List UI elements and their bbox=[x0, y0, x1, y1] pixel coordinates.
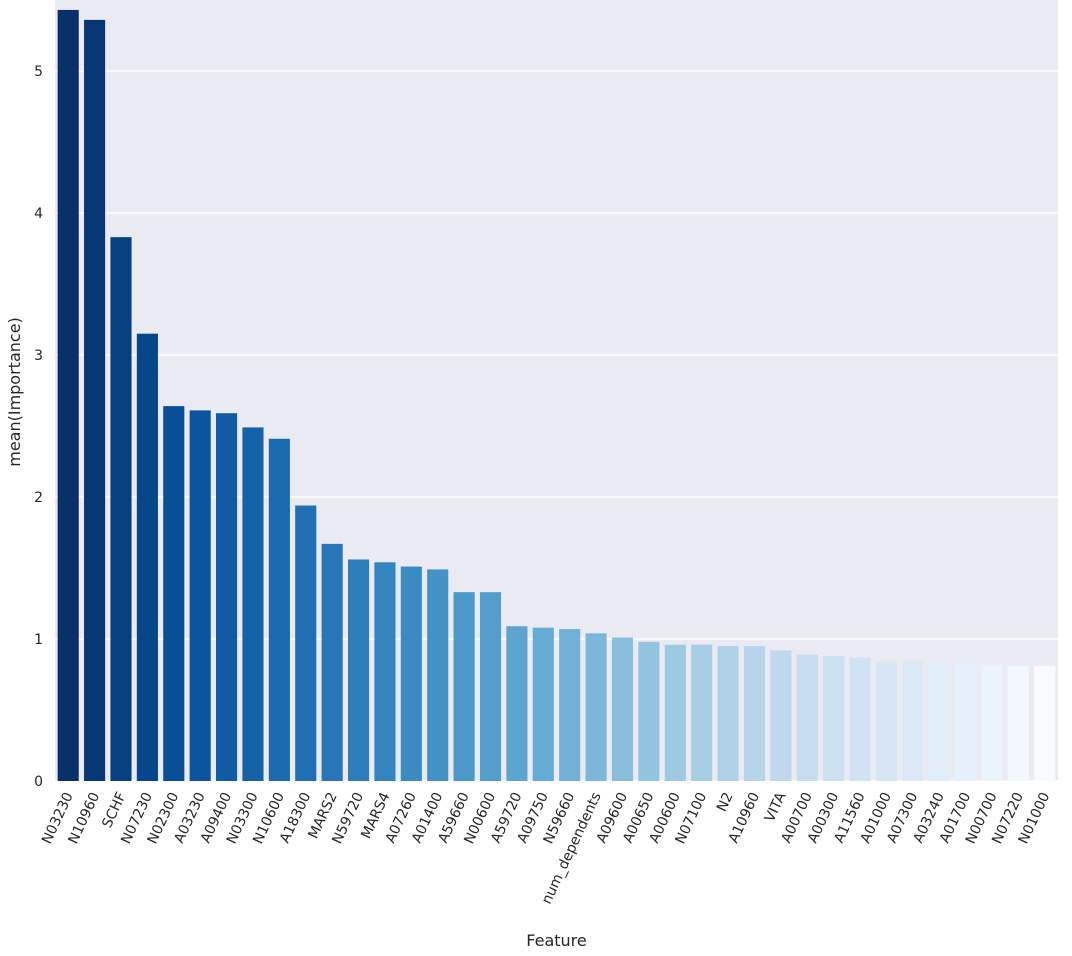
bar bbox=[453, 592, 475, 781]
bar bbox=[559, 629, 581, 781]
bar bbox=[136, 333, 158, 781]
bar bbox=[242, 427, 264, 781]
y-tick-label: 0 bbox=[34, 774, 43, 790]
y-tick-labels: 0 1 2 3 4 5 bbox=[34, 64, 43, 790]
bar bbox=[875, 661, 897, 781]
bar bbox=[611, 637, 634, 781]
bar bbox=[981, 664, 1003, 781]
bar bbox=[295, 505, 317, 781]
bar bbox=[110, 237, 132, 781]
bar bbox=[902, 661, 924, 781]
bar bbox=[479, 592, 502, 781]
bar bbox=[321, 543, 343, 781]
bar bbox=[347, 559, 370, 781]
bar bbox=[374, 562, 396, 781]
bar bbox=[638, 641, 660, 781]
bar bbox=[532, 627, 554, 781]
y-tick-label: 2 bbox=[34, 490, 43, 506]
bar bbox=[691, 644, 713, 781]
bar bbox=[1034, 665, 1056, 781]
bar bbox=[268, 438, 290, 781]
x-tick-label: VITA bbox=[762, 790, 790, 825]
bar bbox=[743, 646, 766, 781]
y-tick-label: 1 bbox=[34, 632, 43, 648]
x-axis-label: Feature bbox=[526, 931, 586, 950]
bar bbox=[1007, 665, 1029, 781]
bar bbox=[770, 650, 792, 781]
bar bbox=[506, 626, 528, 781]
x-tick-label: N2 bbox=[714, 790, 737, 814]
bar bbox=[928, 663, 950, 781]
bar bbox=[84, 19, 106, 781]
bar bbox=[664, 644, 686, 781]
bar bbox=[717, 646, 739, 781]
y-tick-label: 3 bbox=[34, 348, 43, 364]
y-tick-label: 4 bbox=[34, 206, 43, 222]
bar bbox=[427, 569, 449, 781]
bar bbox=[955, 663, 977, 781]
bar bbox=[796, 654, 818, 781]
bar bbox=[585, 633, 607, 781]
bar bbox=[163, 406, 185, 781]
y-tick-label: 5 bbox=[34, 64, 43, 80]
bar bbox=[189, 410, 211, 781]
bar bbox=[216, 413, 238, 781]
bar bbox=[849, 657, 871, 781]
bar bbox=[823, 656, 845, 781]
y-axis-label: mean(Importance) bbox=[5, 317, 24, 467]
bar bbox=[57, 9, 79, 781]
bar bbox=[400, 566, 422, 781]
bars bbox=[57, 9, 1056, 781]
x-tick-labels: N03230N10960SCHFN07230N02300A03230A09400… bbox=[39, 790, 1053, 907]
